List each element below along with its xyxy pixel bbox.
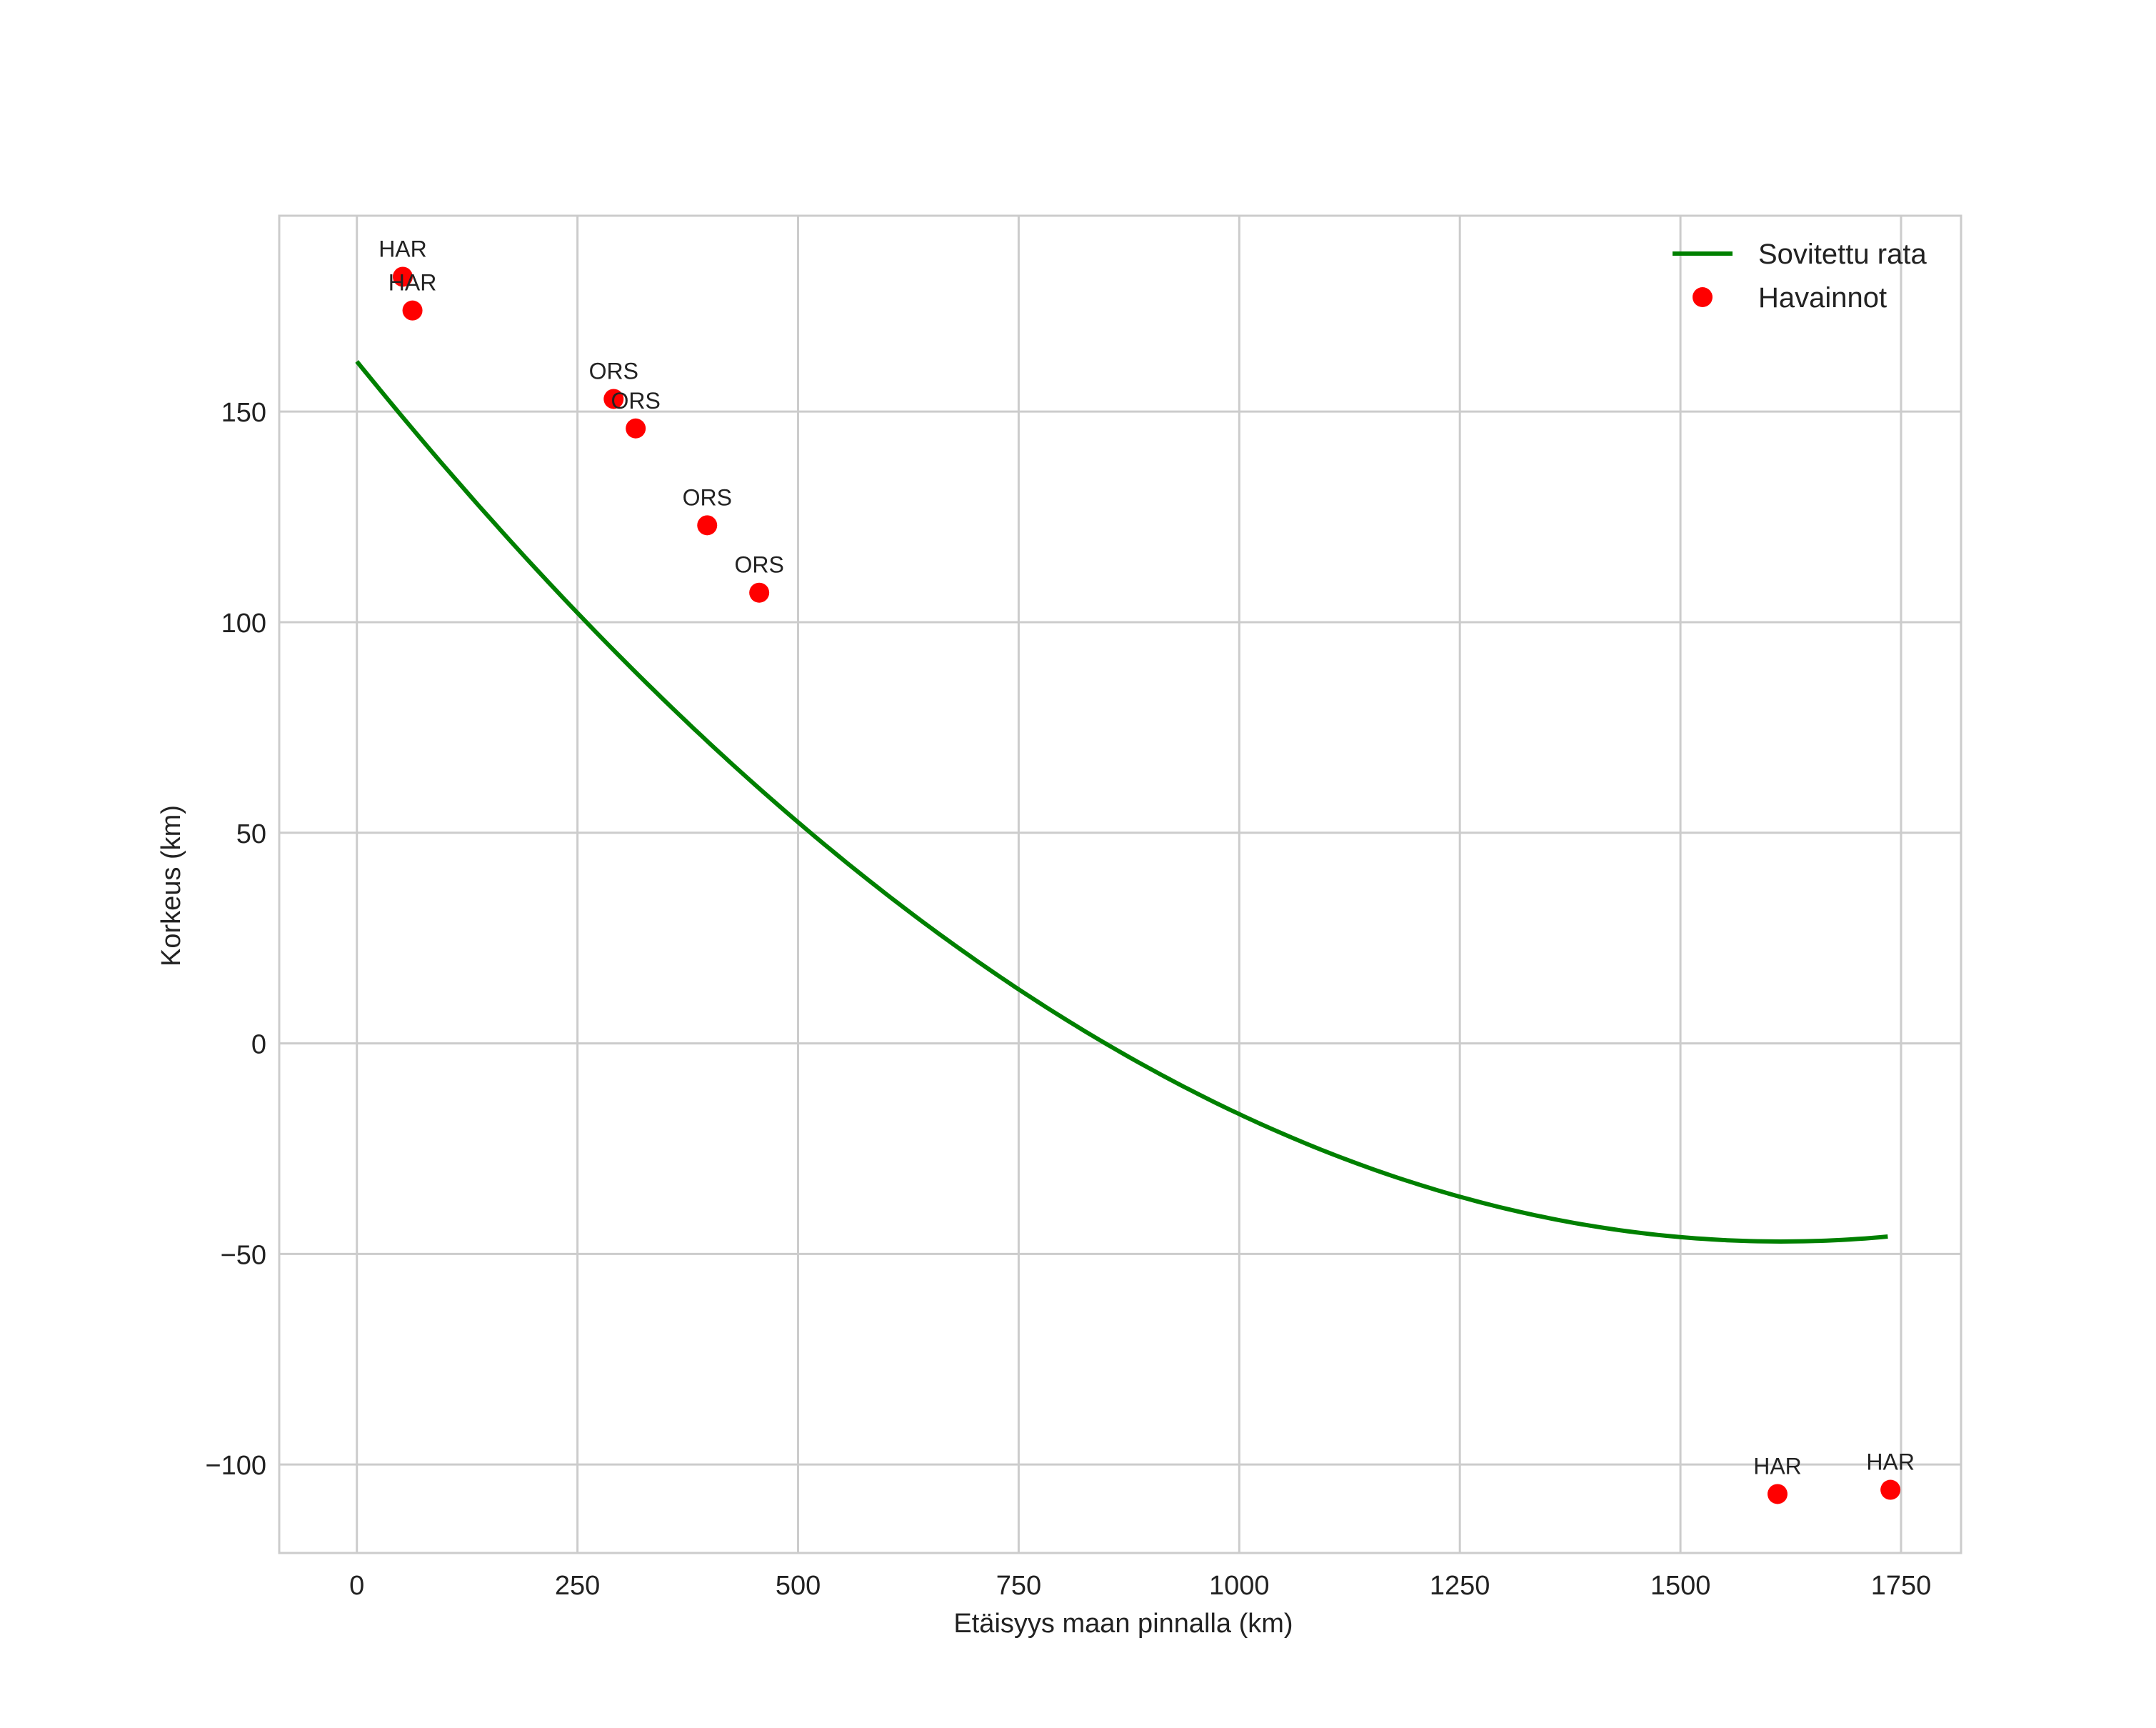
x-tick-label: 1750 <box>1871 1571 1932 1601</box>
observation-point-label: ORS <box>734 552 783 578</box>
axes-text: 0 250 500 750 1000 1250 1500 1750 −100 −50 0 50 100 1… <box>205 398 1931 1601</box>
y-tick-label: −100 <box>205 1451 266 1481</box>
x-tick-label: 1000 <box>1209 1571 1270 1601</box>
point-labels: HAR HAR ORS ORS ORS ORS HAR HAR <box>378 236 1915 1479</box>
observation-point <box>402 300 423 321</box>
observation-point <box>697 515 718 536</box>
y-tick-label: 50 <box>236 819 266 849</box>
observation-point <box>392 266 413 287</box>
y-tick-label: −50 <box>221 1240 266 1270</box>
observation-point <box>1768 1484 1788 1504</box>
observation-point <box>1880 1479 1901 1500</box>
observation-point <box>603 389 624 409</box>
x-tick-label: 1250 <box>1430 1571 1490 1601</box>
x-tick-label: 750 <box>996 1571 1041 1601</box>
observation-point-label: ORS <box>589 358 638 384</box>
plot-frame <box>278 214 1962 1554</box>
observation-point <box>749 582 770 603</box>
y-tick-label: 0 <box>251 1030 266 1060</box>
marks <box>355 266 1901 1504</box>
grid <box>279 216 1961 1553</box>
y-tick-label: 150 <box>221 398 266 428</box>
observation-point-label: HAR <box>388 270 437 296</box>
x-axis-label: Etäisyys maan pinnalla (km) <box>953 1609 1293 1639</box>
observation-point-label: HAR <box>1753 1453 1802 1479</box>
x-tick-label: 0 <box>349 1571 364 1601</box>
x-tick-label: 500 <box>776 1571 821 1601</box>
observation-point-label: HAR <box>1866 1449 1915 1475</box>
observation-point-label: HAR <box>378 236 427 261</box>
legend-marker-label: Havainnot <box>1758 282 1887 314</box>
legend-marker-swatch <box>1693 287 1713 307</box>
x-tick-label: 250 <box>555 1571 600 1601</box>
x-tick-label: 1500 <box>1650 1571 1711 1601</box>
y-axis-label: Korkeus (km) <box>156 805 186 967</box>
observation-point-label: ORS <box>683 484 732 510</box>
fitted-curve-line <box>355 360 1888 1244</box>
observation-point-label: ORS <box>611 388 660 414</box>
observation-point <box>626 418 646 439</box>
legend: Sovitettu rata Havainnot <box>1673 239 1927 314</box>
legend-line-label: Sovitettu rata <box>1758 239 1927 270</box>
y-tick-label: 100 <box>221 609 266 639</box>
